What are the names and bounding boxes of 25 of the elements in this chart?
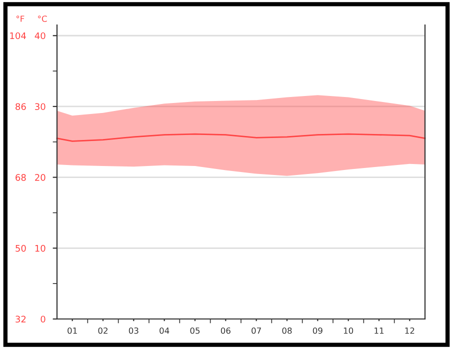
y-tick-label: 30 xyxy=(35,103,46,110)
y-tick-label: 10 xyxy=(35,244,46,252)
y-axis-title: °C xyxy=(38,16,47,22)
y-tick-label: 0 xyxy=(40,316,46,323)
y2-tick-label: 50 xyxy=(16,244,26,252)
y2-tick-label: 86 xyxy=(16,103,26,110)
y-tick-label: 40 xyxy=(34,32,46,40)
x-tick-label: 11 xyxy=(374,328,384,334)
x-tick-label: 04 xyxy=(160,327,170,334)
x-tick-label: 09 xyxy=(312,327,322,334)
y2-tick-label: 68 xyxy=(16,174,26,181)
x-tick-label: 05 xyxy=(190,327,200,334)
x-tick-label: 03 xyxy=(128,327,138,334)
x-tick-label: 02 xyxy=(98,327,108,334)
x-tick-label: 01 xyxy=(68,327,77,334)
y2-tick-label: 104 xyxy=(10,32,26,40)
y-tick-label: 20 xyxy=(35,174,46,181)
line-series xyxy=(56,133,426,142)
x-tick-label: 08 xyxy=(282,327,292,334)
y2-axis-title: °F xyxy=(16,16,24,22)
x-tick-label: 10 xyxy=(344,327,354,334)
x-tick-label: 06 xyxy=(220,327,230,334)
y2-tick-label: 32 xyxy=(16,316,26,323)
x-tick-label: 12 xyxy=(405,327,414,334)
x-tick-label: 07 xyxy=(252,327,261,334)
